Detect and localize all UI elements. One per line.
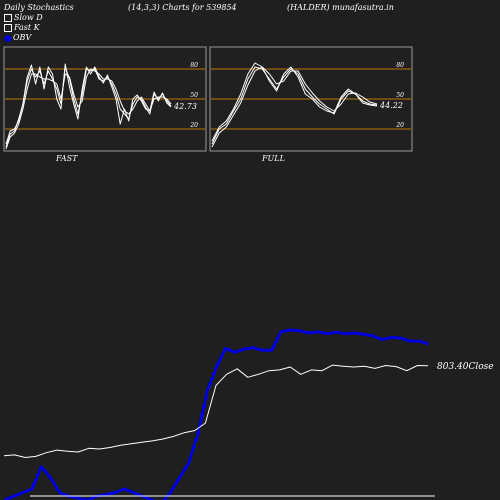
- obv-line: [3, 328, 429, 500]
- stoch-line-full-2: [211, 66, 378, 148]
- y-tick-label-fast-50: 50: [190, 92, 198, 99]
- chart-source: (HALDER) munafasutra.in: [287, 3, 394, 12]
- y-tick-label-fast-80: 80: [190, 62, 198, 69]
- panel-label-fast: FAST: [56, 154, 78, 163]
- panel-label-full: FULL: [262, 154, 285, 163]
- stoch-line-full-1: [211, 62, 378, 142]
- y-tick-label-full-20: 20: [395, 122, 404, 129]
- square-icon: [4, 14, 12, 22]
- legend-fast-k: Fast K: [4, 23, 40, 32]
- y-tick-label-fast-20: 20: [189, 122, 198, 129]
- square-icon: [4, 24, 12, 32]
- stoch-line-fast-2: [5, 68, 172, 150]
- legend-obv: OBV: [4, 33, 31, 42]
- y-tick-label-full-80: 80: [396, 62, 404, 69]
- legend-fast-k-label: Fast K: [14, 23, 40, 32]
- chart-params: (14,3,3) Charts for 539854: [128, 3, 237, 12]
- price-line: [3, 364, 429, 458]
- chart-title: Daily Stochastics: [4, 3, 74, 12]
- legend-slow-d: Slow D: [4, 13, 43, 22]
- last-value-label-fast: 42.73: [173, 102, 197, 111]
- circle-icon: [4, 34, 11, 42]
- legend-obv-label: OBV: [13, 33, 32, 42]
- last-price-label: 803.40Close: [437, 362, 494, 372]
- legend-slow-d-label: Slow D: [14, 13, 43, 22]
- y-tick-label-full-50: 50: [396, 92, 404, 99]
- last-value-label-full: 44.22: [379, 101, 403, 110]
